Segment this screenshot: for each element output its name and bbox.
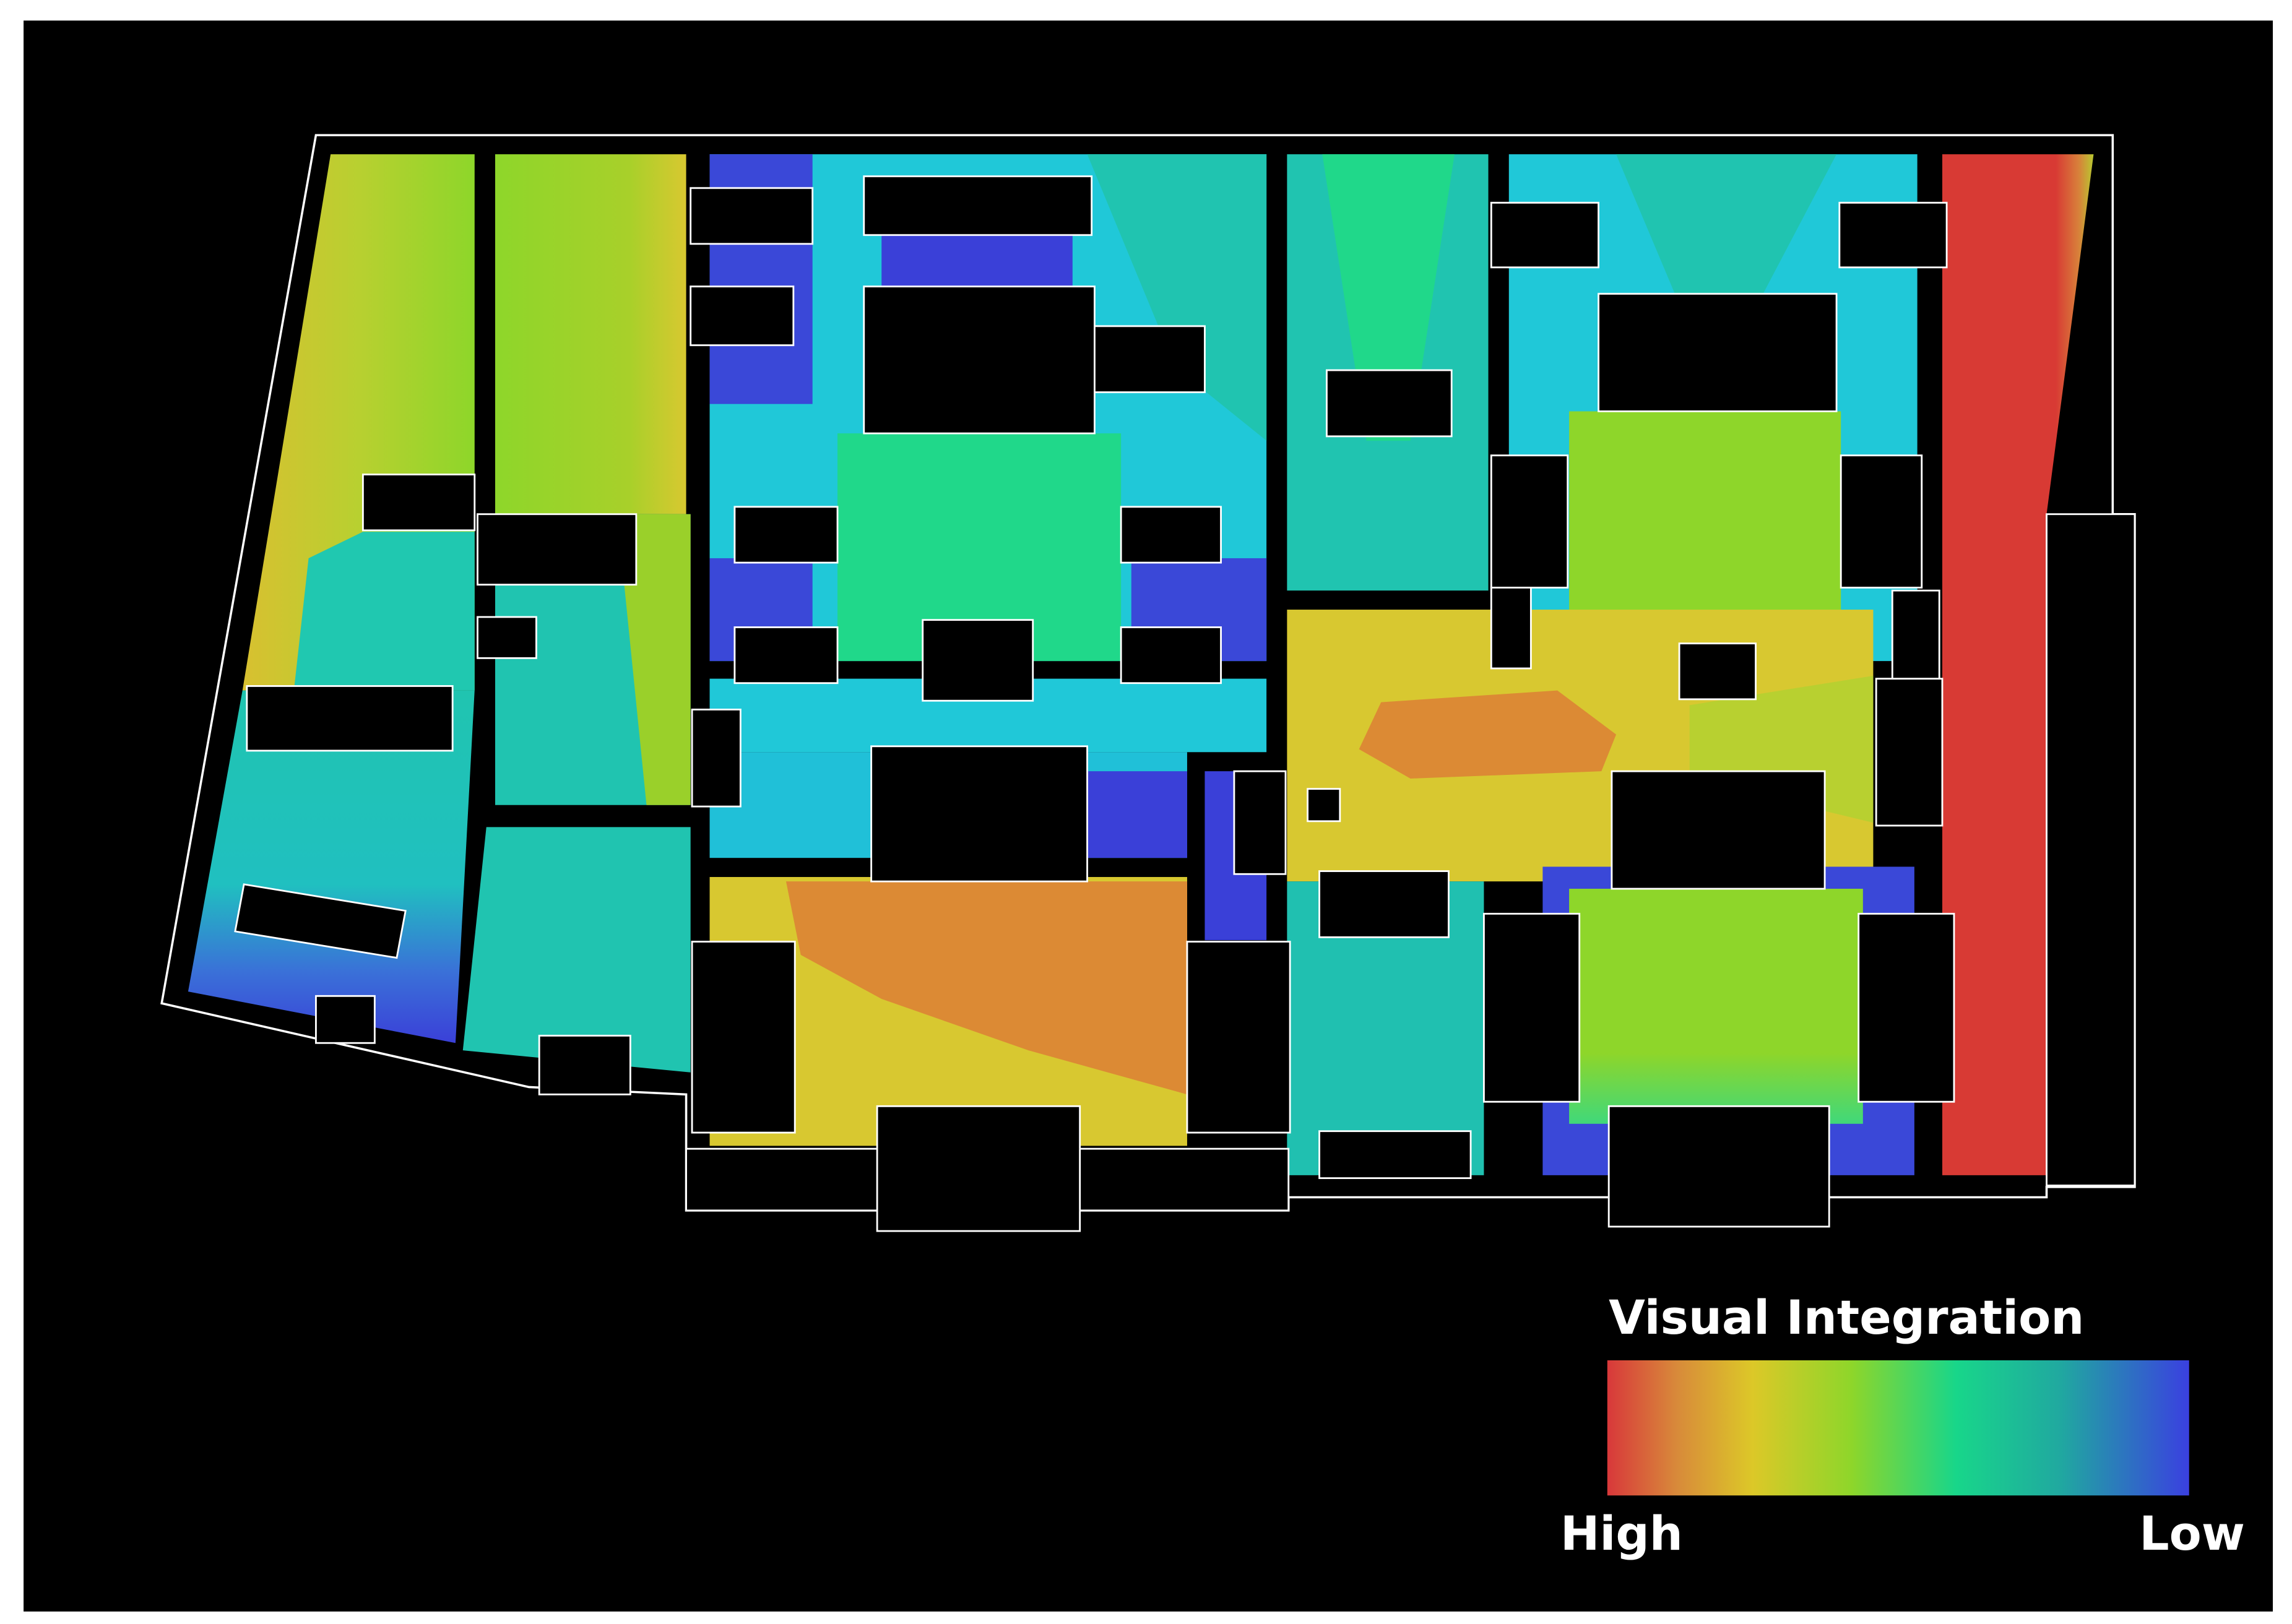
legend: Visual Integration High Low [1560,1290,2245,1561]
legend-color-scale [1607,1360,2189,1496]
legend-title: Visual Integration [1609,1290,2084,1345]
obstacles [234,175,2136,1232]
floor-plan [160,134,2136,1212]
legend-low-label: Low [2139,1506,2245,1561]
legend-high-label: High [1560,1506,1683,1561]
